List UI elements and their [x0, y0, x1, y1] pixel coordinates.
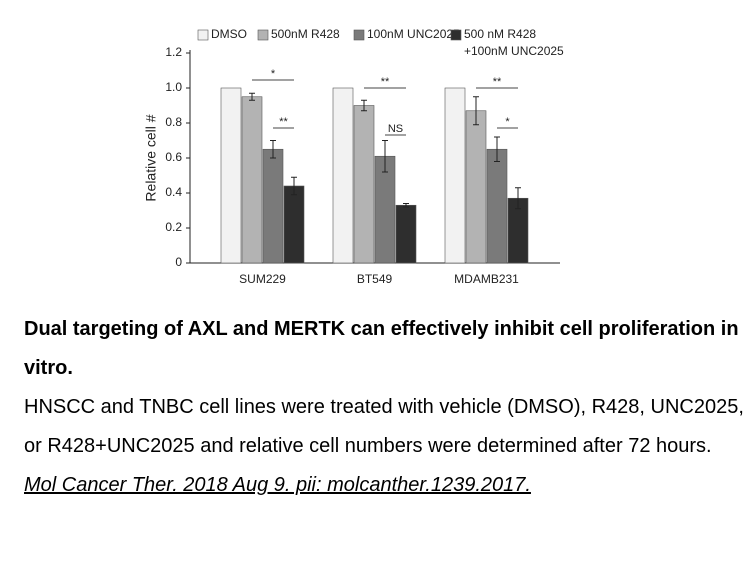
- x-tick-label: MDAMB231: [454, 272, 519, 286]
- legend-swatch: [257, 29, 269, 41]
- bar: [353, 105, 375, 264]
- error-bar: [249, 92, 255, 101]
- caption-text: HNSCC and TNBC cell lines were treated w…: [24, 396, 744, 457]
- legend-label: 100nM UNC2025: [367, 27, 460, 41]
- significance-label: **: [279, 116, 288, 128]
- significance-label: *: [271, 68, 276, 80]
- legend-label: 500 nM R428 +100nM UNC2025: [464, 27, 564, 58]
- y-tick-label: 0: [175, 255, 182, 269]
- legend-label: 500nM R428: [271, 27, 340, 41]
- citation-link[interactable]: Mol Cancer Ther. 2018 Aug 9. pii: molcan…: [24, 474, 531, 496]
- error-bar: [515, 187, 521, 210]
- bar: [262, 148, 284, 264]
- caption-title: Dual targeting of AXL and MERTK can effe…: [24, 318, 739, 379]
- bar: [465, 110, 487, 264]
- y-tick-label: 0.2: [165, 220, 182, 234]
- legend-swatch: [353, 29, 365, 41]
- y-tick-label: 0.8: [165, 115, 182, 129]
- significance-label: **: [381, 76, 390, 88]
- caption: Dual targeting of AXL and MERTK can effe…: [24, 310, 749, 505]
- y-tick-label: 0.6: [165, 150, 182, 164]
- x-tick-label: BT549: [357, 272, 393, 286]
- caption-body: HNSCC and TNBC cell lines were treated w…: [24, 388, 749, 505]
- significance-label: NS: [388, 123, 403, 135]
- error-bar: [403, 203, 409, 208]
- error-bar: [270, 140, 276, 159]
- error-bar: [382, 140, 388, 173]
- bar: [241, 96, 263, 264]
- bar: [395, 204, 417, 264]
- error-bar: [473, 96, 479, 126]
- error-bar: [494, 136, 500, 162]
- significance-label: **: [493, 76, 502, 88]
- significance-label: *: [505, 116, 510, 128]
- error-bar: [291, 176, 297, 196]
- y-axis-label: Relative cell #: [143, 114, 159, 201]
- error-bar: [361, 99, 367, 112]
- y-tick-label: 1.0: [165, 80, 182, 94]
- y-tick-label: 1.2: [165, 45, 182, 59]
- bar: [486, 148, 508, 264]
- bar: [220, 87, 242, 264]
- legend-swatch: [450, 29, 462, 41]
- y-tick-label: 0.4: [165, 185, 182, 199]
- x-tick-label: SUM229: [239, 272, 286, 286]
- chart: Relative cell # 0 0.2 0.4 0.6 0.8 1.0 1.2 SUM22…: [143, 27, 564, 286]
- bar: [444, 87, 466, 264]
- bar: [283, 185, 305, 264]
- bar: [332, 87, 354, 264]
- legend-label: DMSO: [211, 27, 247, 41]
- legend-swatch: [197, 29, 209, 41]
